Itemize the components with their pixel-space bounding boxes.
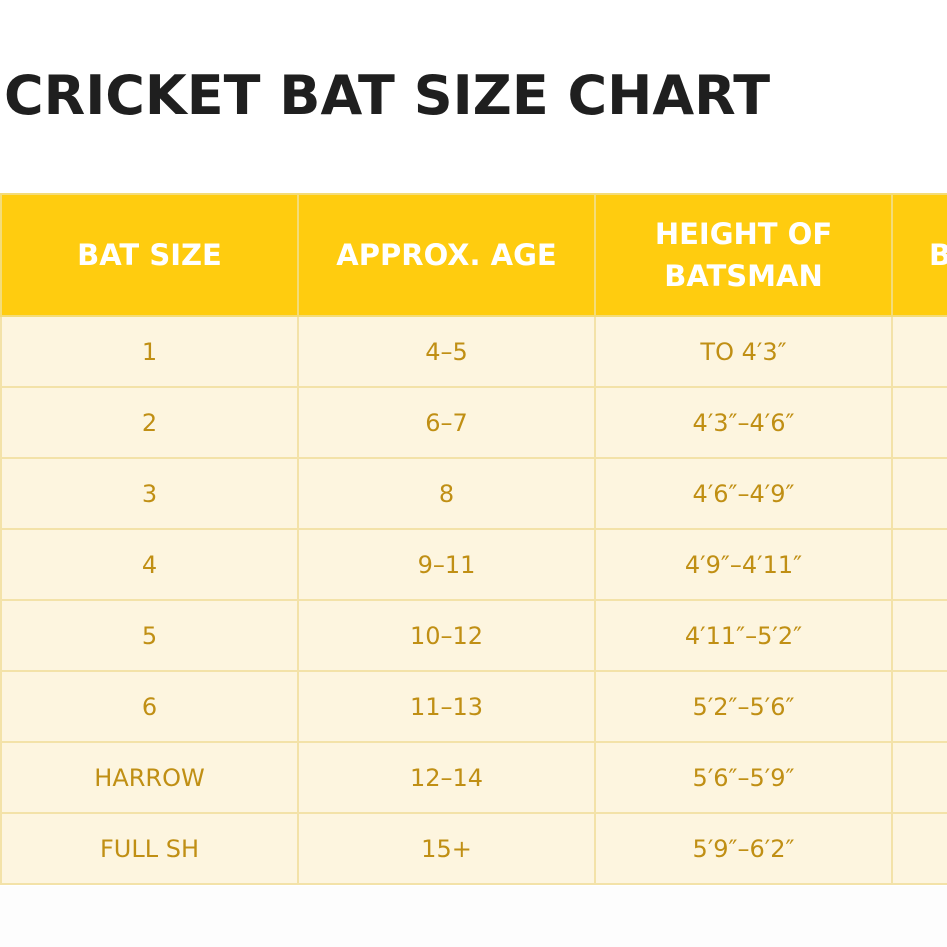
cell-height: 4′9″–4′11″ — [594, 528, 893, 601]
cell-height: 4′11″–5′2″ — [594, 599, 893, 672]
cell-bat-size: 6 — [0, 670, 299, 743]
cell-fourth — [891, 386, 947, 459]
cell-approx-age: 9–11 — [297, 528, 596, 601]
bat-size-table: BAT SIZE APPROX. AGE HEIGHT OF BATSMAN B… — [0, 193, 947, 885]
table-row: 1 4–5 TO 4′3″ — [0, 315, 947, 388]
table-row: 2 6–7 4′3″–4′6″ — [0, 386, 947, 459]
cell-height: 4′3″–4′6″ — [594, 386, 893, 459]
header-approx-age: APPROX. AGE — [297, 193, 596, 317]
cell-bat-size: 3 — [0, 457, 299, 530]
header-fourth-column: B — [891, 193, 947, 317]
cell-fourth — [891, 528, 947, 601]
header-height-line2: BATSMAN — [664, 259, 823, 293]
cell-fourth — [891, 741, 947, 814]
cell-fourth — [891, 812, 947, 885]
cell-approx-age: 4–5 — [297, 315, 596, 388]
cell-height: 4′6″–4′9″ — [594, 457, 893, 530]
cell-approx-age: 10–12 — [297, 599, 596, 672]
bottom-margin — [0, 886, 947, 947]
table-row: HARROW 12–14 5′6″–5′9″ — [0, 741, 947, 814]
cell-fourth — [891, 599, 947, 672]
cell-height: 5′6″–5′9″ — [594, 741, 893, 814]
cell-height: 5′9″–6′2″ — [594, 812, 893, 885]
table-row: 5 10–12 4′11″–5′2″ — [0, 599, 947, 672]
cell-bat-size: 1 — [0, 315, 299, 388]
table-header-row: BAT SIZE APPROX. AGE HEIGHT OF BATSMAN B — [0, 193, 947, 317]
page-title: CRICKET BAT SIZE CHART — [4, 64, 771, 127]
header-approx-age-label: APPROX. AGE — [336, 238, 557, 272]
cell-approx-age: 8 — [297, 457, 596, 530]
cell-bat-size: HARROW — [0, 741, 299, 814]
cell-approx-age: 12–14 — [297, 741, 596, 814]
cell-bat-size: 5 — [0, 599, 299, 672]
cell-height: TO 4′3″ — [594, 315, 893, 388]
cell-height: 5′2″–5′6″ — [594, 670, 893, 743]
header-bat-size-label: BAT SIZE — [77, 238, 222, 272]
table-row: 4 9–11 4′9″–4′11″ — [0, 528, 947, 601]
cell-fourth — [891, 670, 947, 743]
cell-approx-age: 11–13 — [297, 670, 596, 743]
cell-fourth — [891, 457, 947, 530]
cell-bat-size: 4 — [0, 528, 299, 601]
table-row: 6 11–13 5′2″–5′6″ — [0, 670, 947, 743]
header-height-line1: HEIGHT OF — [654, 217, 833, 251]
cell-fourth — [891, 315, 947, 388]
header-bat-size: BAT SIZE — [0, 193, 299, 317]
cell-bat-size: 2 — [0, 386, 299, 459]
header-fourth-label: B — [929, 234, 947, 276]
cell-approx-age: 6–7 — [297, 386, 596, 459]
table-row: 3 8 4′6″–4′9″ — [0, 457, 947, 530]
table-row: FULL SH 15+ 5′9″–6′2″ — [0, 812, 947, 885]
cell-bat-size: FULL SH — [0, 812, 299, 885]
header-height-of-batsman: HEIGHT OF BATSMAN — [594, 193, 893, 317]
cell-approx-age: 15+ — [297, 812, 596, 885]
